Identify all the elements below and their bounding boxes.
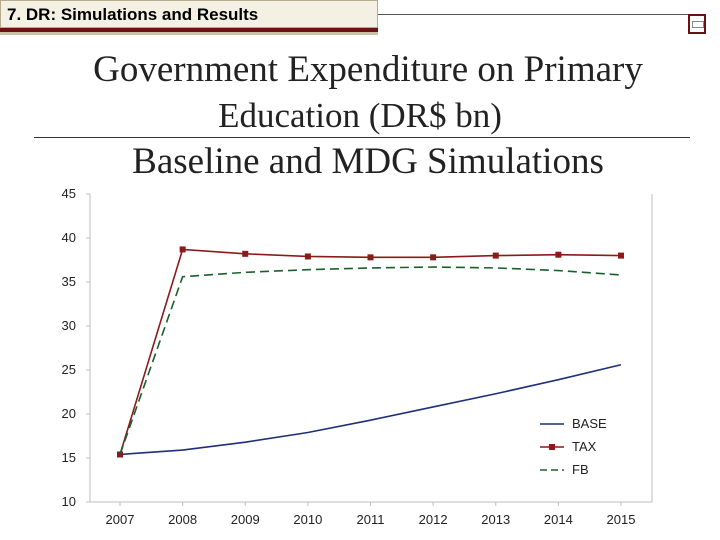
slide-corner-icon <box>688 14 706 34</box>
series-line-base <box>119 363 622 456</box>
title-divider <box>34 137 690 138</box>
section-header-tab: 7. DR: Simulations and Results <box>0 0 378 28</box>
tax-point-marker <box>242 250 249 257</box>
tax-point-marker <box>179 246 186 253</box>
slide-title-line-3: Baseline and MDG Simulations <box>132 141 604 182</box>
tax-point-marker <box>430 254 437 261</box>
y-tick-label: 30 <box>62 318 76 333</box>
tax-point-marker <box>304 253 311 260</box>
x-tick-label: 2009 <box>231 512 260 527</box>
x-tick-label: 2015 <box>607 512 636 527</box>
y-tick-label: 15 <box>62 450 76 465</box>
x-tick-label: 2014 <box>544 512 573 527</box>
chart-series <box>117 246 624 458</box>
x-tick-label: 2011 <box>357 512 385 527</box>
tax-point-marker <box>492 252 499 259</box>
legend-label-fb: FB <box>572 462 589 477</box>
y-tick-label: 35 <box>62 274 76 289</box>
legend-label-tax: TAX <box>572 439 597 454</box>
x-tick-label: 2007 <box>106 512 135 527</box>
header-rule <box>378 14 688 15</box>
slide-title-line-1: Government Expenditure on Primary <box>93 49 643 90</box>
x-tick-label: 2010 <box>293 512 322 527</box>
section-header-bar: 7. DR: Simulations and Results <box>0 0 378 35</box>
y-tick-label: 20 <box>62 406 76 421</box>
legend-marker-tax <box>549 444 555 450</box>
y-tick-label: 10 <box>62 494 76 509</box>
section-title: 7. DR: Simulations and Results <box>7 5 259 24</box>
x-tick-label: 2008 <box>168 512 197 527</box>
legend-label-base: BASE <box>572 416 607 431</box>
x-tick-label: 2012 <box>419 512 448 527</box>
series-line-fb <box>119 266 622 455</box>
slide-title-line-2: Education (DR$ bn) <box>218 96 502 135</box>
x-axis-ticks: 2007 2008 2009 2010 2011 2012 2013 2014 2015 <box>106 502 636 527</box>
y-tick-label: 45 <box>62 186 76 201</box>
y-tick-label: 40 <box>62 230 76 245</box>
chart-axes <box>89 194 653 503</box>
x-tick-label: 2013 <box>481 512 510 527</box>
y-tick-label: 25 <box>62 362 76 377</box>
tax-point-marker <box>367 254 374 261</box>
y-axis-ticks: 10 15 20 25 30 35 40 45 <box>62 186 90 509</box>
chart-legend: BASE TAX FB <box>540 416 607 477</box>
tax-point-marker <box>555 251 562 258</box>
tax-point-marker <box>618 252 624 259</box>
